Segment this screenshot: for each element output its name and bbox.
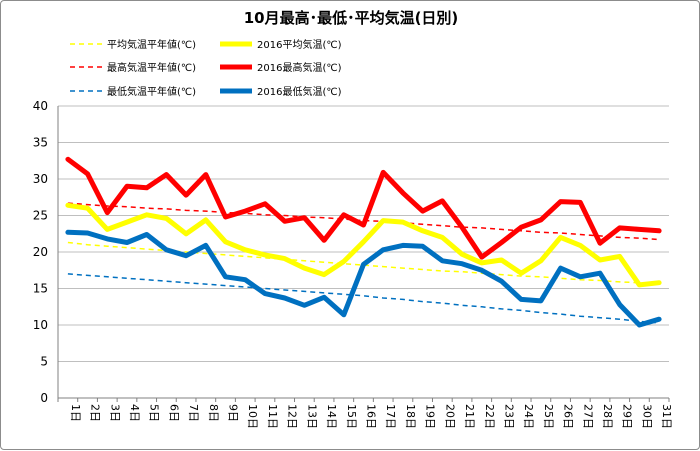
series-line-4 bbox=[65, 156, 662, 260]
y-tick-label-30: 30 bbox=[33, 172, 48, 186]
legend-swatch-1 bbox=[70, 42, 102, 45]
x-tick-label-26: 26日 bbox=[562, 404, 575, 429]
x-tick-label-31: 31日 bbox=[660, 404, 673, 429]
legend-item-6: 2016最低気温(℃) bbox=[219, 83, 341, 98]
legend-label-3: 最高気温平年値(℃) bbox=[107, 63, 197, 74]
legend-item-4: 2016最高気温(℃) bbox=[219, 59, 341, 74]
x-tick-label-3: 3日 bbox=[108, 404, 121, 422]
x-tick-label-29: 29日 bbox=[621, 404, 634, 429]
x-tick-label-6: 6日 bbox=[167, 404, 180, 422]
series-line-5 bbox=[67, 273, 660, 324]
x-tick-label-7: 7日 bbox=[187, 404, 200, 422]
x-tick-label-8: 8日 bbox=[207, 404, 220, 422]
y-tick-label-5: 5 bbox=[40, 355, 48, 369]
y-tick-label-35: 35 bbox=[33, 136, 48, 150]
legend-item-3: 最高気温平年値(℃) bbox=[69, 59, 196, 74]
legend-swatch-5 bbox=[70, 89, 102, 92]
legend-item-2: 2016平均気温(℃) bbox=[219, 36, 341, 51]
legend-item-5: 最低気温平年値(℃) bbox=[69, 83, 196, 98]
x-tick-label-19: 19日 bbox=[424, 404, 437, 429]
x-tick-label-21: 21日 bbox=[463, 404, 476, 429]
legend-swatch-3 bbox=[70, 65, 102, 68]
series-line-2 bbox=[65, 202, 662, 288]
y-tick-label-0: 0 bbox=[40, 391, 48, 405]
y-tick-label-15: 15 bbox=[33, 282, 48, 296]
x-tick-label-24: 24日 bbox=[522, 404, 535, 429]
series-line-6 bbox=[65, 229, 662, 328]
x-tick-label-1: 1日 bbox=[69, 404, 82, 422]
x-tick-label-30: 30日 bbox=[640, 404, 653, 429]
x-tick-label-13: 13日 bbox=[305, 404, 318, 429]
legend-swatch-6 bbox=[220, 88, 252, 93]
x-tick-label-16: 16日 bbox=[365, 404, 378, 429]
x-tick-label-22: 22日 bbox=[483, 404, 496, 429]
y-tick-label-10: 10 bbox=[33, 318, 48, 332]
x-tick-label-11: 11日 bbox=[266, 404, 279, 429]
legend-item-1: 平均気温平年値(℃) bbox=[69, 36, 196, 51]
legend-label-5: 最低気温平年値(℃) bbox=[107, 87, 197, 98]
x-tick-label-27: 27日 bbox=[581, 404, 594, 429]
legend-label-4: 2016最高気温(℃) bbox=[257, 63, 342, 74]
x-tick-label-14: 14日 bbox=[325, 404, 338, 429]
x-tick-label-25: 25日 bbox=[542, 404, 555, 429]
x-tick-label-18: 18日 bbox=[404, 404, 417, 429]
legend-label-6: 2016最低気温(℃) bbox=[257, 87, 342, 98]
x-tick-label-17: 17日 bbox=[384, 404, 397, 429]
x-tick-label-20: 20日 bbox=[443, 404, 456, 429]
x-tick-label-12: 12日 bbox=[286, 404, 299, 429]
legend-label-1: 平均気温平年値(℃) bbox=[107, 40, 197, 51]
x-tick-label-15: 15日 bbox=[345, 404, 358, 429]
chart-title: 10月最高･最低･平均気温(日別) bbox=[243, 9, 459, 27]
legend-swatch-2 bbox=[220, 41, 252, 46]
x-tick-label-4: 4日 bbox=[128, 404, 141, 422]
x-tick-label-28: 28日 bbox=[601, 404, 614, 429]
x-tick-label-2: 2日 bbox=[89, 404, 102, 422]
x-tick-label-23: 23日 bbox=[502, 404, 515, 429]
x-tick-label-10: 10日 bbox=[246, 404, 259, 429]
legend-swatch-4 bbox=[220, 64, 252, 69]
y-tick-label-40: 40 bbox=[33, 99, 48, 113]
legend-label-2: 2016平均気温(℃) bbox=[257, 40, 342, 51]
y-tick-label-25: 25 bbox=[33, 209, 48, 223]
y-tick-label-20: 20 bbox=[33, 245, 48, 259]
x-tick-label-9: 9日 bbox=[227, 404, 240, 422]
x-tick-label-5: 5日 bbox=[148, 404, 161, 422]
